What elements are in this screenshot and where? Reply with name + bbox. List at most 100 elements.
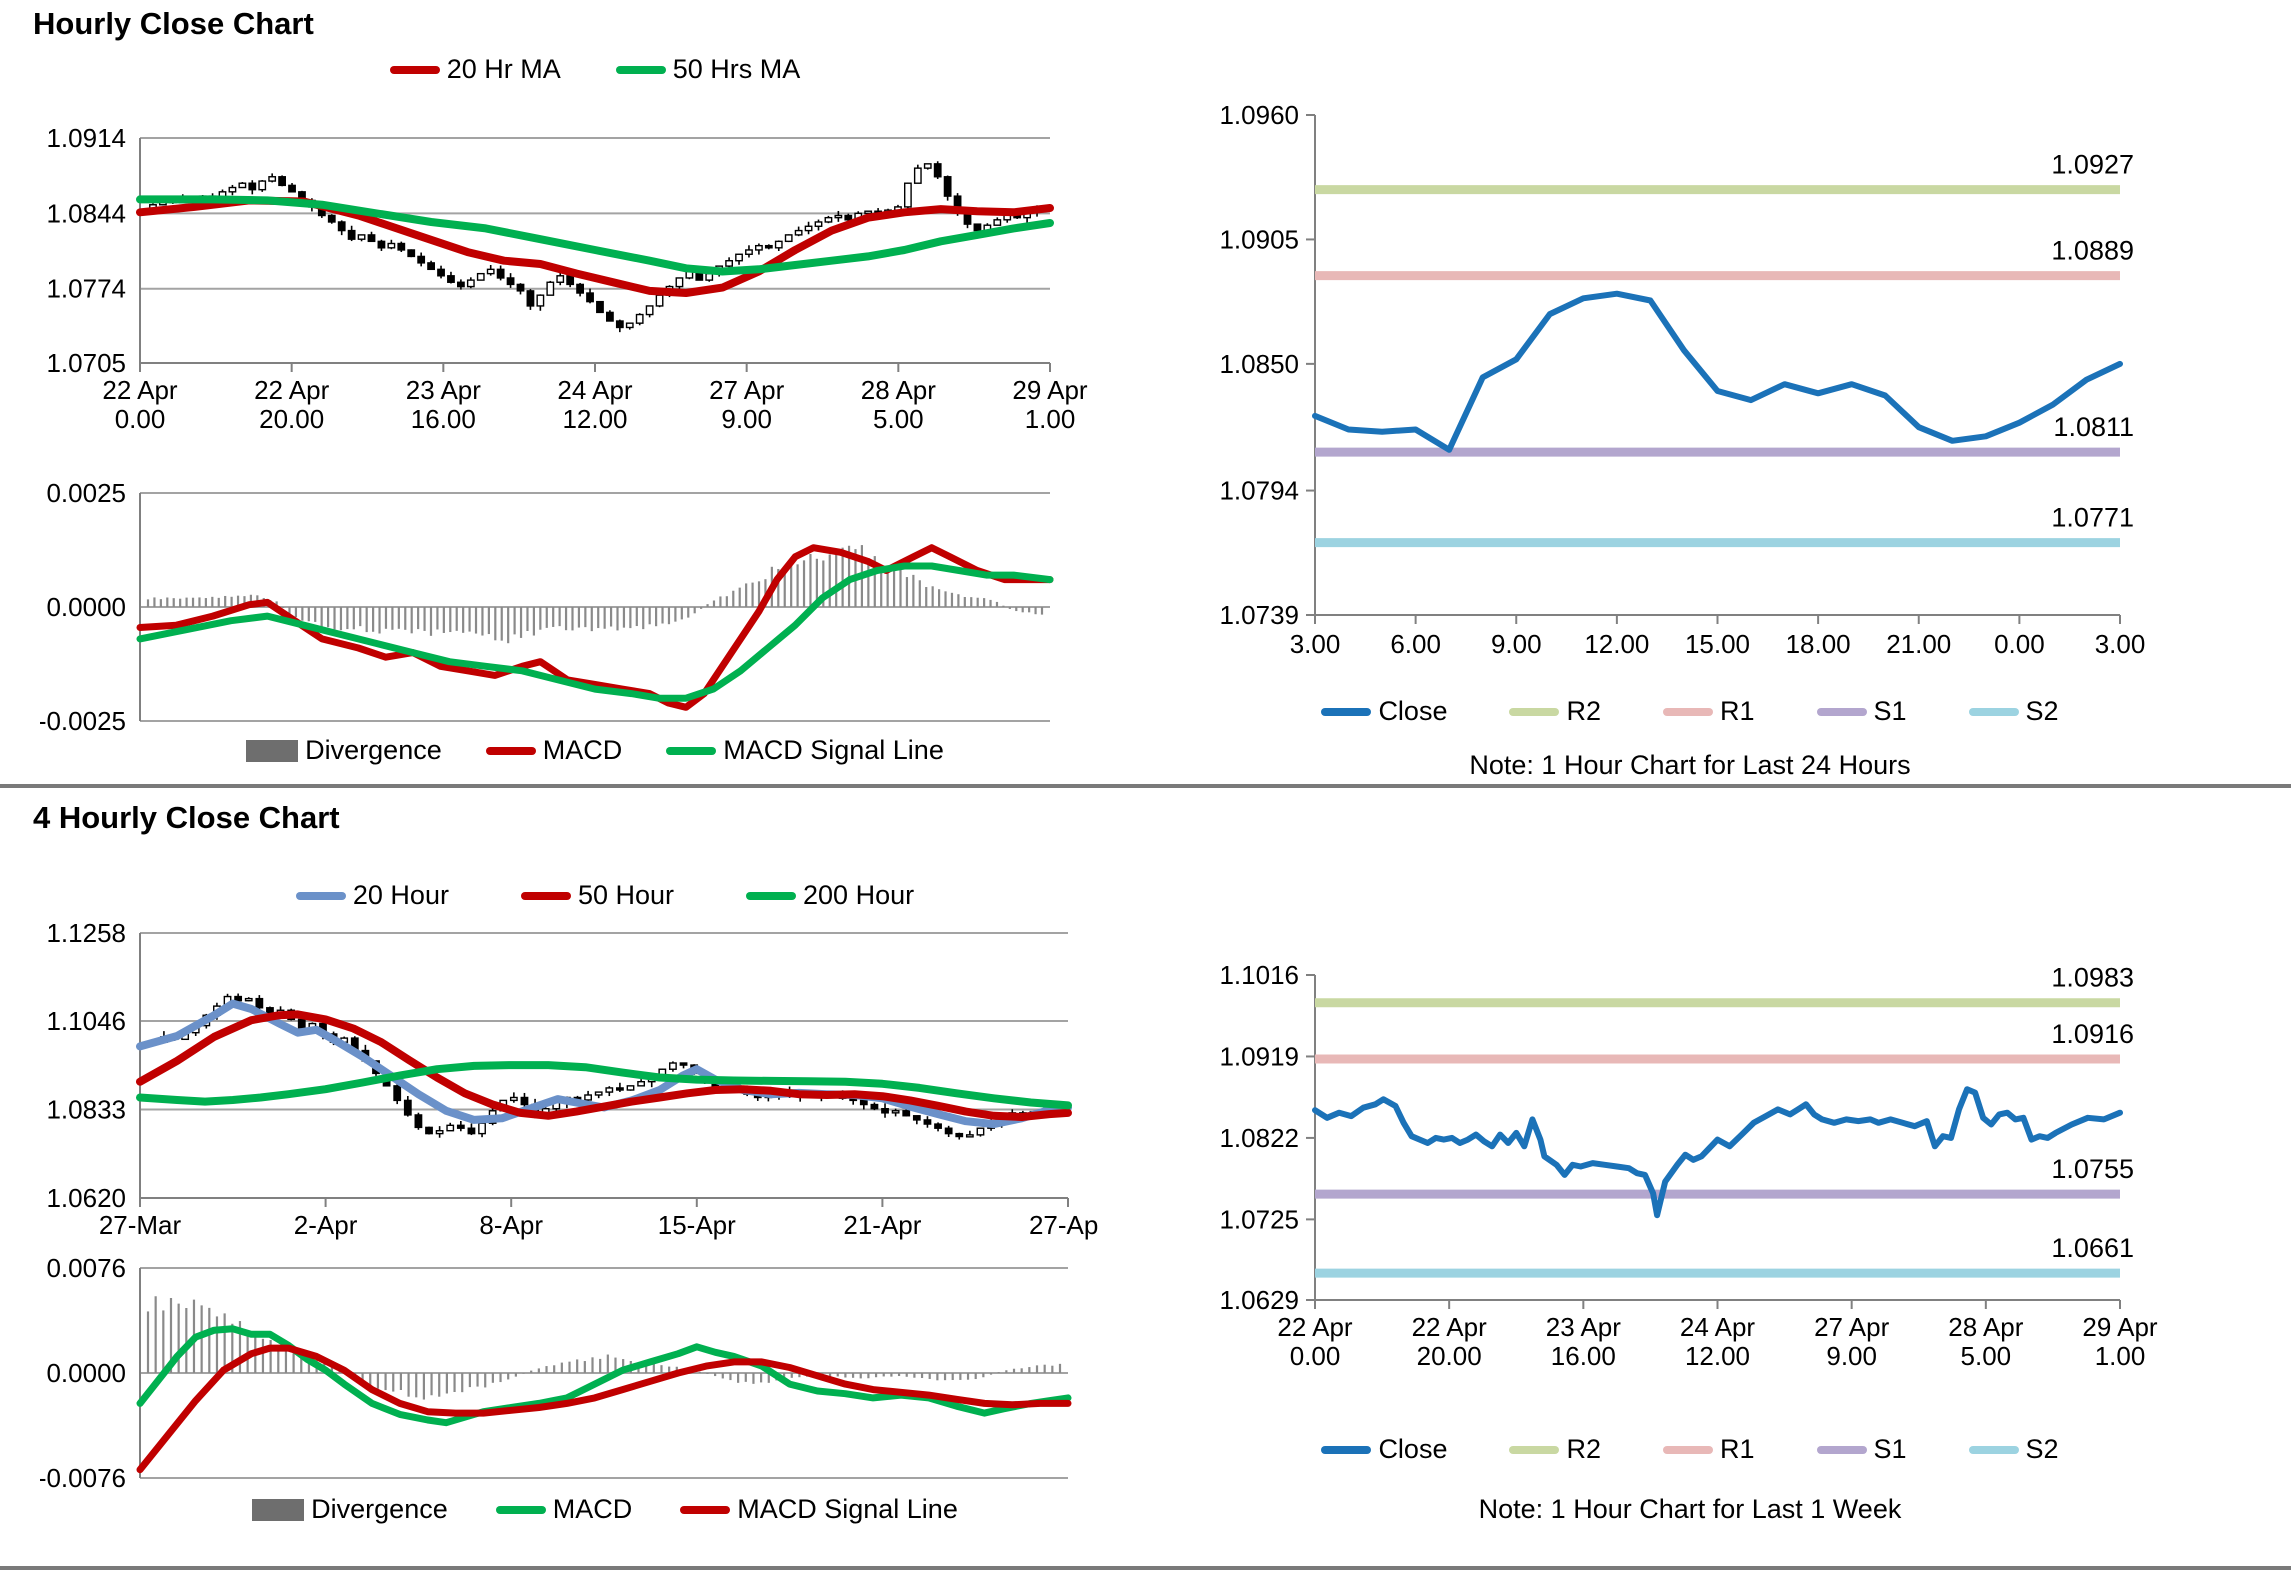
x-tick-label: 23 Apr [406, 375, 482, 405]
candle-body [596, 300, 604, 314]
level-label-r2: 1.0927 [2051, 150, 2134, 180]
y-tick-label: 0.0000 [46, 1358, 126, 1388]
legend-label: S1 [1873, 1434, 1907, 1464]
candle-body [584, 1094, 592, 1101]
candle-body [268, 176, 277, 182]
four-hourly-price-legend: 20 Hour 50 Hour 200 Hour [140, 882, 1070, 909]
line-swatch-icon [1662, 707, 1713, 716]
candle-body [637, 1080, 646, 1087]
y-tick-label: 1.0822 [1219, 1123, 1299, 1153]
candle-body [824, 216, 833, 223]
y-tick-label: 1.1258 [46, 920, 126, 948]
candle-body [923, 163, 932, 169]
legend-label: R1 [1719, 696, 1755, 726]
x-tick-label: 22 Apr [1412, 1312, 1488, 1342]
x-tick-label: 27 Apr [709, 375, 785, 405]
legend-label: MACD Signal Line [737, 1494, 958, 1524]
x-tick-label: 22 Apr [254, 375, 330, 405]
hourly-sr-note: Note: 1 Hour Chart for Last 24 Hours [1469, 750, 1911, 780]
candle-body [645, 305, 654, 316]
candle-body [228, 186, 237, 193]
candle-body [403, 1099, 412, 1116]
x-tick-label: 27-Mar [99, 1210, 182, 1240]
legend-item-close: Close [1321, 698, 1447, 725]
bar-swatch-icon [246, 739, 299, 762]
legend-item-s2: S2 [1968, 1434, 2059, 1464]
candle-body [804, 225, 813, 232]
x-tick-label: 5.00 [1961, 1341, 2012, 1371]
x-tick-label: 15-Apr [658, 1210, 736, 1240]
candle-body [520, 1096, 529, 1106]
candle-body [764, 244, 773, 249]
legend-item-r2: R2 [1509, 1436, 1601, 1463]
candle-body [466, 279, 475, 288]
y-tick-label: 0.0025 [46, 478, 126, 508]
candle-body [834, 214, 843, 219]
candle-body [457, 281, 465, 288]
candle-body [327, 214, 336, 223]
x-tick-label: 12.00 [1685, 1341, 1750, 1371]
x-tick-label: 12.00 [562, 404, 627, 434]
candle-body [965, 1134, 974, 1138]
candle-body [367, 234, 376, 243]
candle-body [566, 275, 575, 286]
candle-body [616, 1087, 624, 1091]
line-swatch-icon [495, 1505, 546, 1514]
legend-label: R1 [1719, 1434, 1755, 1464]
y-tick-label: 1.0794 [1219, 476, 1299, 506]
x-tick-label: 9.00 [721, 404, 772, 434]
y-tick-label: 1.0919 [1219, 1041, 1299, 1071]
legend-label: MACD [542, 735, 623, 765]
line-swatch-icon [485, 746, 536, 755]
legend-item-50-hrs-ma: 50 Hrs MA [615, 56, 800, 83]
hourly-macd-chart: 0.0025 0.0000 -0.0025 [40, 478, 1054, 732]
macd-line-macd [136, 544, 1054, 711]
candle-body [933, 163, 942, 178]
line-swatch-icon [1509, 707, 1560, 716]
y-tick-label: 1.0960 [1219, 100, 1299, 130]
four-hourly-macd-chart: 0.0076 0.0000 -0.0076 [40, 1255, 1072, 1493]
x-tick-label: 0.00 [115, 404, 166, 434]
candle-body [427, 262, 435, 271]
legend-item-r1: R1 [1662, 696, 1755, 726]
candle-body [467, 1127, 476, 1135]
candle-body [506, 277, 515, 286]
candle-body [238, 182, 247, 189]
gridlines [140, 932, 1068, 1199]
x-tick-label: 21-Apr [843, 1210, 921, 1240]
ma-line-200-hour [136, 1061, 1072, 1110]
x-tick-label: 21.00 [1886, 629, 1951, 659]
candle-body [387, 242, 396, 249]
legend-item-macd: MACD [485, 735, 623, 765]
section-divider-bottom [0, 1566, 2291, 1570]
candle-body [679, 1062, 688, 1066]
candle-body [976, 1127, 985, 1136]
candle-body [509, 1096, 518, 1102]
candle-body [625, 322, 634, 329]
candle-body [913, 167, 922, 184]
legend-label: S2 [2025, 1434, 2059, 1464]
candle-body [635, 313, 644, 324]
legend-label: Divergence [311, 1494, 448, 1524]
line-swatch-icon [1662, 1445, 1713, 1454]
ma-line-50-hour [136, 1010, 1072, 1121]
candle-body [258, 180, 267, 191]
four-hourly-sr-note: Note: 1 Hour Chart for Last 1 Week [1478, 1494, 1902, 1524]
x-tick-label: 29 Apr [2082, 1312, 2158, 1342]
y-tick-label: 0.0000 [46, 592, 126, 622]
y-tick-label: 1.1046 [46, 1006, 126, 1036]
candle-body [870, 1103, 879, 1110]
candle-body [496, 268, 505, 279]
legend-item-macd: MACD [495, 1496, 632, 1523]
y-tick-label: -0.0025 [40, 706, 126, 732]
candle-body [486, 268, 495, 275]
four-hourly-close-chart-title: 4 Hourly Close Chart [33, 800, 340, 835]
candle-body [337, 221, 346, 232]
candle-body [393, 1085, 402, 1102]
legend-item-close: Close [1321, 1436, 1447, 1463]
x-tick-label: 2-Apr [294, 1210, 358, 1240]
candle-body [377, 240, 386, 249]
